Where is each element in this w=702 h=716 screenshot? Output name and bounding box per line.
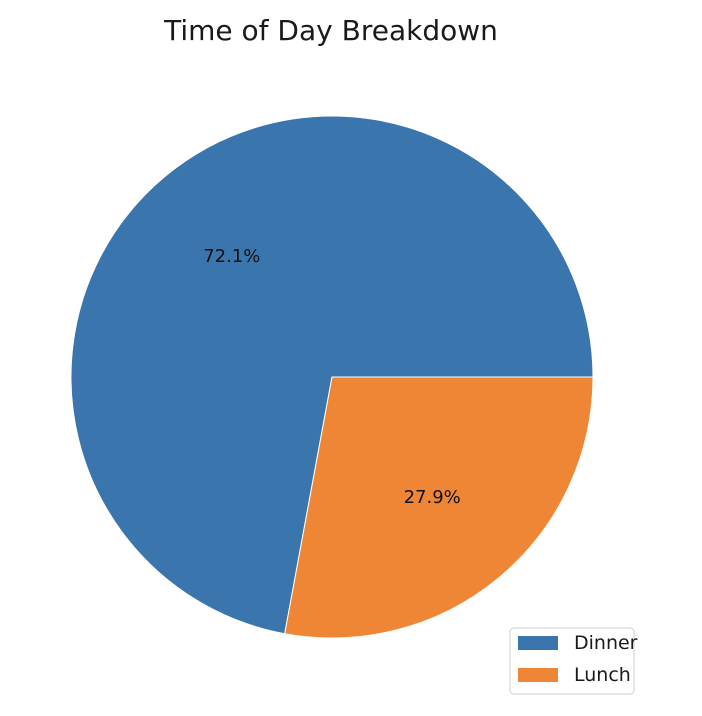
- pie-label-dinner: 72.1%: [203, 246, 260, 267]
- legend-entries: Dinner Lunch: [518, 632, 638, 686]
- pie-percent-labels: 72.1% 27.9%: [203, 246, 461, 508]
- chart-title: Time of Day Breakdown: [163, 14, 498, 47]
- legend-swatch-lunch: [518, 668, 558, 682]
- pie-slices: [70, 115, 594, 639]
- legend-label-dinner: Dinner: [574, 632, 638, 654]
- legend-label-lunch: Lunch: [574, 664, 631, 686]
- legend-swatch-dinner: [518, 636, 558, 650]
- pie-slice-lunch: [284, 376, 594, 639]
- legend: Dinner Lunch: [509, 627, 638, 695]
- pie-slice-dinner: [70, 115, 594, 635]
- pie-label-lunch: 27.9%: [404, 487, 461, 508]
